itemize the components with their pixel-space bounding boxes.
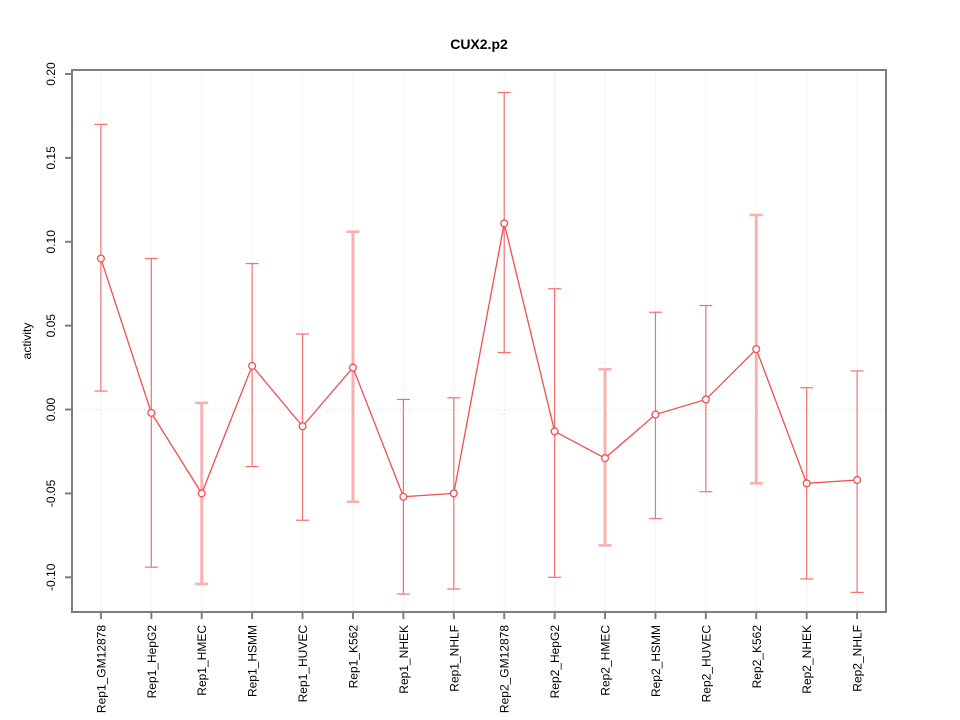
x-tick-label: Rep1_HUVEC: [296, 625, 310, 703]
y-tick-label: -0.05: [44, 479, 58, 507]
y-tick-label: 0.05: [44, 314, 58, 338]
x-tick-label: Rep2_HUVEC: [699, 625, 713, 703]
x-tick-label: Rep1_K562: [346, 625, 360, 689]
y-tick-label: 0.10: [44, 230, 58, 254]
x-tick-label: Rep2_NHEK: [800, 625, 814, 694]
data-point: [399, 492, 408, 501]
data-point: [752, 345, 761, 354]
data-point: [96, 254, 105, 263]
y-tick-label: 0.00: [44, 398, 58, 422]
data-point: [600, 454, 610, 463]
data-point: [348, 363, 358, 372]
data-point: [651, 410, 660, 419]
data-point: [248, 361, 257, 370]
x-tick-label: Rep2_HepG2: [548, 625, 562, 699]
x-tick-label: Rep1_GM12878: [94, 625, 108, 713]
x-tick-label: Rep2_HMEC: [599, 625, 613, 696]
data-point: [500, 219, 509, 228]
x-tick-label: Rep2_NHLF: [851, 625, 865, 692]
y-tick-label: 0.15: [44, 146, 58, 170]
x-tick-label: Rep1_HepG2: [145, 625, 159, 699]
data-point: [550, 427, 559, 436]
series-line: [100, 223, 858, 498]
x-tick-label: Rep2_HSMM: [649, 625, 663, 697]
y-tick-label: 0.20: [44, 62, 58, 86]
x-tick-label: Rep1_NHEK: [397, 625, 411, 694]
y-axis-title: activity: [20, 322, 34, 360]
plot-box: [71, 69, 887, 613]
x-tick-label: Rep1_HMEC: [195, 625, 209, 696]
data-point: [197, 489, 206, 498]
data-point: [449, 489, 458, 498]
x-tick-label: Rep2_K562: [750, 625, 764, 689]
data-point: [298, 422, 307, 431]
plot-title: CUX2.p2: [450, 36, 508, 52]
data-point: [701, 395, 710, 404]
data-point: [853, 475, 862, 485]
x-tick-label: Rep1_NHLF: [447, 625, 461, 692]
y-tick-label: -0.10: [44, 563, 58, 591]
x-tick-label: Rep1_HSMM: [246, 625, 260, 697]
x-tick-label: Rep2_GM12878: [498, 625, 512, 713]
data-point: [147, 408, 156, 417]
data-point: [802, 479, 811, 488]
